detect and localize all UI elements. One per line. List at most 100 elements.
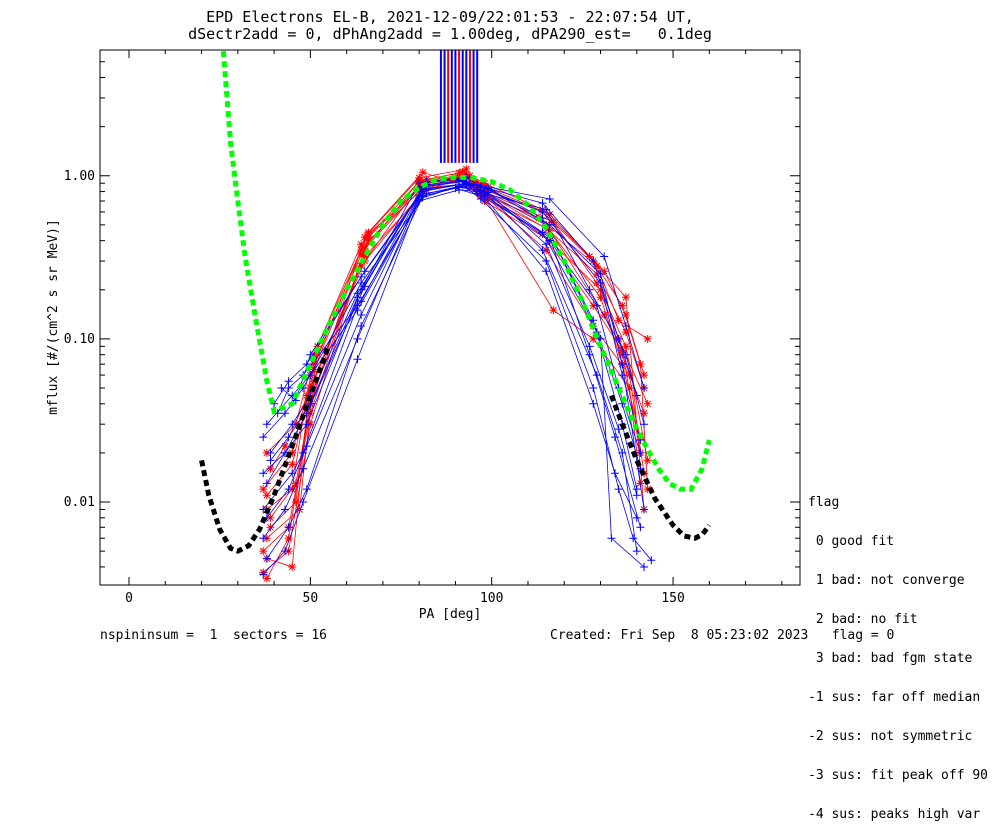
data-point-marker: [469, 179, 478, 188]
data-point-marker: [262, 574, 271, 583]
x-axis-label: PA [deg]: [419, 607, 482, 622]
data-point-marker: [596, 293, 605, 302]
data-point-marker: [480, 179, 489, 188]
data-point-marker: [621, 342, 630, 351]
data-point-marker: [353, 334, 362, 343]
data-point-marker: [291, 479, 300, 488]
data-point-marker: [643, 334, 652, 343]
data-point-marker: [611, 469, 620, 478]
data-point-marker: [455, 182, 464, 191]
data-point-marker: [611, 433, 620, 442]
x-tick-label: 0: [125, 591, 133, 606]
data-point-marker: [542, 267, 551, 276]
data-point-marker: [455, 168, 464, 177]
data-point-marker: [288, 562, 297, 571]
data-point-marker: [636, 448, 645, 457]
data-point-marker: [589, 334, 598, 343]
y-tick-label: 0.01: [64, 495, 95, 510]
data-point-marker: [259, 547, 268, 556]
data-point-marker: [262, 479, 271, 488]
legend-item: 3 bad: bad fgm state: [808, 651, 973, 666]
data-point-marker: [538, 246, 547, 255]
data-group: [199, 50, 712, 583]
data-point-marker: [360, 244, 369, 253]
data-point-marker: [465, 171, 474, 180]
legend-item: -2 sus: not symmetric: [808, 729, 973, 744]
data-point-marker: [266, 456, 275, 465]
data-point-marker: [632, 391, 641, 400]
data-point-marker: [280, 442, 289, 451]
data-point-marker: [600, 267, 609, 276]
data-point-marker: [632, 491, 641, 500]
data-point-marker: [280, 409, 289, 418]
x-tick-label: 50: [303, 591, 319, 606]
data-point-marker: [545, 226, 554, 235]
data-point-marker: [545, 195, 554, 204]
data-point-marker: [585, 285, 594, 294]
data-point-marker: [640, 420, 649, 429]
black-fit-curve: [199, 345, 331, 554]
data-point-marker: [262, 554, 271, 563]
y-tick-label: 0.10: [64, 332, 95, 347]
chart-title-line2: dSectr2add = 0, dPhAng2add = 1.00deg, dP…: [188, 25, 712, 43]
data-point-marker: [621, 311, 630, 320]
data-point-marker: [538, 228, 547, 237]
data-point-marker: [259, 433, 268, 442]
series-line: [277, 186, 638, 496]
legend-item: -3 sus: fit peak off 90: [808, 768, 989, 783]
data-point-marker: [299, 464, 308, 473]
data-point-marker: [266, 523, 275, 532]
data-point-marker: [647, 556, 656, 565]
data-point-marker: [259, 485, 268, 494]
data-point-marker: [288, 460, 297, 469]
data-point-marker: [284, 485, 293, 494]
legend-item: -1 sus: far off median: [808, 690, 981, 705]
data-point-marker: [640, 371, 649, 380]
series-line: [262, 184, 652, 575]
data-point-marker: [284, 534, 293, 543]
data-point-marker: [266, 448, 275, 457]
data-point-marker: [458, 167, 467, 176]
x-tick-label: 100: [480, 591, 503, 606]
data-point-marker: [607, 534, 616, 543]
series-line: [262, 185, 641, 454]
data-point-marker: [549, 218, 558, 227]
data-point-marker: [614, 425, 623, 434]
data-point-marker: [480, 193, 489, 202]
data-point-marker: [589, 257, 598, 266]
chart-title-line1: EPD Electrons EL-B, 2021-12-09/22:01:53 …: [206, 8, 694, 26]
data-point-marker: [357, 240, 366, 249]
legend-item: 2 bad: no fit: [808, 612, 918, 627]
data-point-marker: [360, 282, 369, 291]
series-line: [266, 173, 645, 454]
data-point-marker: [288, 420, 297, 429]
data-point-marker: [596, 285, 605, 294]
series-line: [266, 183, 641, 519]
data-point-marker: [618, 371, 627, 380]
series-line: [266, 186, 638, 559]
data-point-marker: [284, 523, 293, 532]
data-point-marker: [585, 342, 594, 351]
y-tick-label: 1.00: [64, 169, 95, 184]
data-point-marker: [618, 301, 627, 310]
data-point-marker: [302, 420, 311, 429]
data-point-marker: [353, 355, 362, 364]
data-point-marker: [284, 433, 293, 442]
data-point-marker: [545, 220, 554, 229]
data-point-marker: [640, 505, 649, 514]
data-point-marker: [291, 498, 300, 507]
data-point-marker: [259, 469, 268, 478]
data-point-marker: [640, 562, 649, 571]
data-point-marker: [596, 279, 605, 288]
data-point-marker: [280, 505, 289, 514]
data-point-marker: [600, 252, 609, 261]
data-point-marker: [357, 321, 366, 330]
data-point-marker: [415, 179, 424, 188]
data-point-marker: [625, 383, 634, 392]
data-point-marker: [621, 328, 630, 337]
data-point-marker: [621, 321, 630, 330]
data-point-marker: [306, 371, 315, 380]
data-point-marker: [614, 316, 623, 325]
data-point-marker: [643, 399, 652, 408]
data-point-marker: [353, 306, 362, 315]
